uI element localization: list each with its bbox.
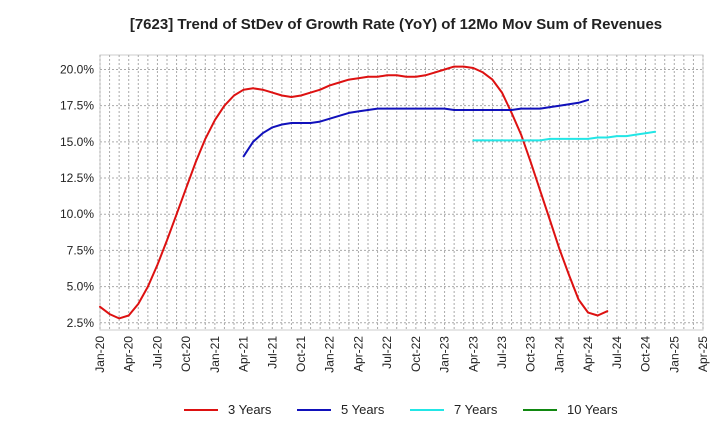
series-line-3-years (99, 65, 609, 320)
series-lines (99, 65, 657, 320)
x-tick-label: Apr-21 (237, 336, 251, 372)
x-tick-label: Jul-21 (265, 336, 279, 369)
x-tick-label: Oct-22 (409, 336, 423, 372)
legend: 3 Years 5 Years 7 Years 10 Years (184, 402, 618, 417)
y-tick-label: 12.5% (60, 171, 94, 185)
x-tick-label: Oct-23 (524, 336, 538, 372)
x-tick-label: Jul-23 (495, 336, 509, 369)
x-tick-label: Jan-24 (552, 336, 566, 373)
x-tick-label: Jul-22 (380, 336, 394, 369)
y-tick-label: 20.0% (60, 62, 94, 76)
grid-lines (99, 55, 704, 330)
x-tick-label: Jan-21 (208, 336, 222, 373)
x-tick-label: Oct-21 (294, 336, 308, 372)
x-tick-label: Jan-25 (667, 336, 681, 373)
y-tick-label: 10.0% (60, 207, 94, 221)
legend-label-5-years: 5 Years (341, 402, 385, 417)
y-tick-label: 7.5% (67, 243, 95, 257)
series-line-5-years (242, 98, 590, 158)
x-tick-label: Jul-24 (610, 336, 624, 369)
x-tick-label: Apr-22 (351, 336, 365, 372)
x-tick-label: Apr-20 (122, 336, 136, 372)
x-tick-label: Jul-20 (150, 336, 164, 369)
plot-area (99, 54, 704, 331)
x-tick-label: Jan-23 (438, 336, 452, 373)
y-tick-label: 2.5% (67, 316, 95, 330)
y-axis-ticks: 2.5% 5.0% 7.5% 10.0% 12.5% 15.0% 17.5% 20.0% (60, 62, 94, 329)
x-tick-label: Apr-24 (581, 336, 595, 372)
legend-label-7-years: 7 Years (454, 402, 498, 417)
x-tick-label: Jan-20 (93, 336, 107, 373)
chart-title: [7623] Trend of StDev of Growth Rate (Yo… (130, 16, 662, 33)
legend-label-3-years: 3 Years (228, 402, 272, 417)
x-tick-label: Oct-20 (179, 336, 193, 372)
x-tick-label: Apr-23 (466, 336, 480, 372)
y-tick-label: 5.0% (67, 280, 95, 294)
series-line-7-years (472, 130, 657, 142)
x-axis-ticks: Jan-20 Apr-20 Jul-20 Oct-20 Jan-21 Apr-21 Jul-… (93, 336, 710, 373)
legend-label-10-years: 10 Years (567, 402, 618, 417)
x-tick-label: Apr-25 (696, 336, 710, 372)
x-tick-label: Oct-24 (639, 336, 653, 372)
x-tick-label: Jan-22 (323, 336, 337, 373)
y-tick-label: 15.0% (60, 135, 94, 149)
y-tick-label: 17.5% (60, 99, 94, 113)
